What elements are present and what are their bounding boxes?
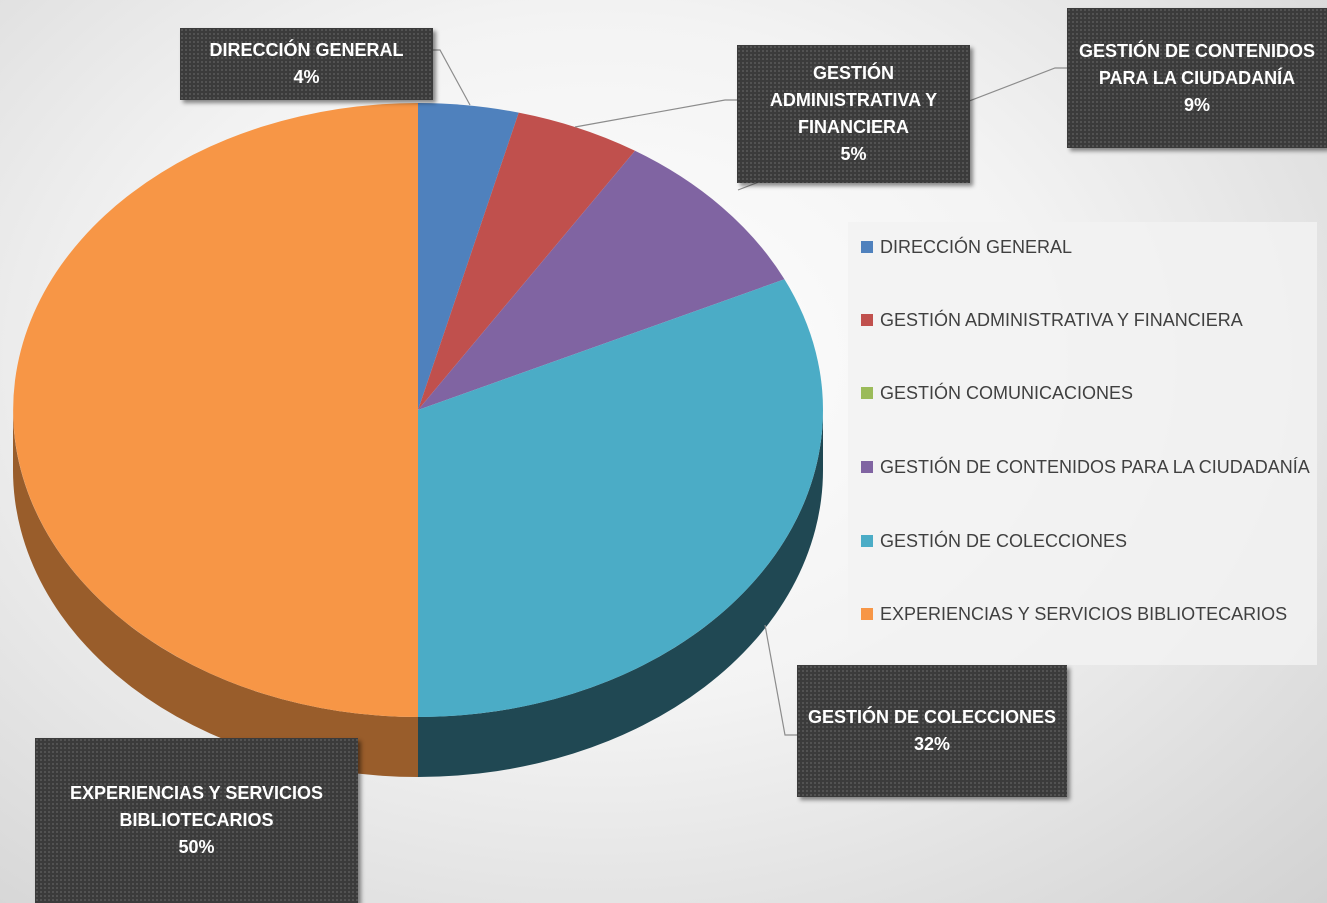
legend-label: GESTIÓN ADMINISTRATIVA Y FINANCIERA	[880, 310, 1243, 330]
leader-line	[764, 624, 797, 736]
legend-swatch	[861, 241, 873, 253]
legend-swatch	[861, 608, 873, 620]
leader-line	[574, 99, 737, 128]
data-label-category: EXPERIENCIAS Y SERVICIOS BIBLIOTECARIOS	[69, 783, 324, 830]
data-label-value: 50%	[178, 837, 215, 857]
legend-swatch	[861, 314, 873, 326]
legend-item: GESTIÓN DE COLECCIONES	[861, 528, 1311, 554]
data-label-category: GESTIÓN DE CONTENIDOS PARA LA CIUDADANÍA	[1078, 40, 1316, 88]
legend-swatch	[861, 387, 873, 399]
data-label-category: GESTIÓN ADMINISTRATIVA Y FINANCIERA	[769, 63, 938, 137]
pie-tops	[13, 103, 824, 717]
pie-sides	[13, 410, 823, 777]
legend-label: EXPERIENCIAS Y SERVICIOS BIBLIOTECARIOS	[880, 604, 1288, 624]
legend-label: GESTIÓN COMUNICACIONES	[880, 383, 1134, 403]
pie-slice	[13, 103, 418, 717]
pie-slice-side	[13, 410, 418, 777]
data-label-value: 4%	[293, 67, 320, 87]
pie-slice-side	[418, 410, 823, 777]
pie-slice	[418, 279, 824, 717]
legend-swatch	[861, 461, 873, 473]
pie-slice	[418, 150, 785, 410]
data-label: GESTIÓN DE CONTENIDOS PARA LA CIUDADANÍA…	[1067, 8, 1327, 148]
data-label: GESTIÓN ADMINISTRATIVA Y FINANCIERA 5%	[737, 45, 970, 183]
legend-label: GESTIÓN DE COLECCIONES	[880, 531, 1128, 551]
data-label: EXPERIENCIAS Y SERVICIOS BIBLIOTECARIOS 5…	[35, 738, 358, 903]
data-label-category: DIRECCIÓN GENERAL	[209, 40, 404, 60]
pie-slice	[418, 112, 636, 411]
data-label-value: 32%	[913, 734, 951, 754]
leader-line	[433, 49, 471, 106]
legend-item: GESTIÓN DE CONTENIDOS PARA LA CIUDADANÍA	[861, 454, 1311, 480]
legend-item: GESTIÓN COMUNICACIONES	[861, 380, 1311, 406]
legend-label: DIRECCIÓN GENERAL	[880, 237, 1073, 257]
legend-label: GESTIÓN DE CONTENIDOS PARA LA CIUDADANÍA	[880, 457, 1310, 477]
legend-item: EXPERIENCIAS Y SERVICIOS BIBLIOTECARIOS	[861, 601, 1311, 627]
legend: DIRECCIÓN GENERAL GESTIÓN ADMINISTRATIVA …	[848, 222, 1317, 665]
data-label: GESTIÓN DE COLECCIONES 32%	[797, 665, 1067, 797]
legend-item: DIRECCIÓN GENERAL	[861, 234, 1311, 260]
data-label-value: 5%	[840, 144, 867, 164]
data-label-value: 9%	[1183, 94, 1210, 115]
legend-item: GESTIÓN ADMINISTRATIVA Y FINANCIERA	[861, 307, 1311, 333]
data-label-category: GESTIÓN DE COLECCIONES	[807, 707, 1057, 727]
pie-slice	[418, 103, 519, 410]
legend-swatch	[861, 535, 873, 547]
data-label: DIRECCIÓN GENERAL 4%	[180, 28, 433, 100]
